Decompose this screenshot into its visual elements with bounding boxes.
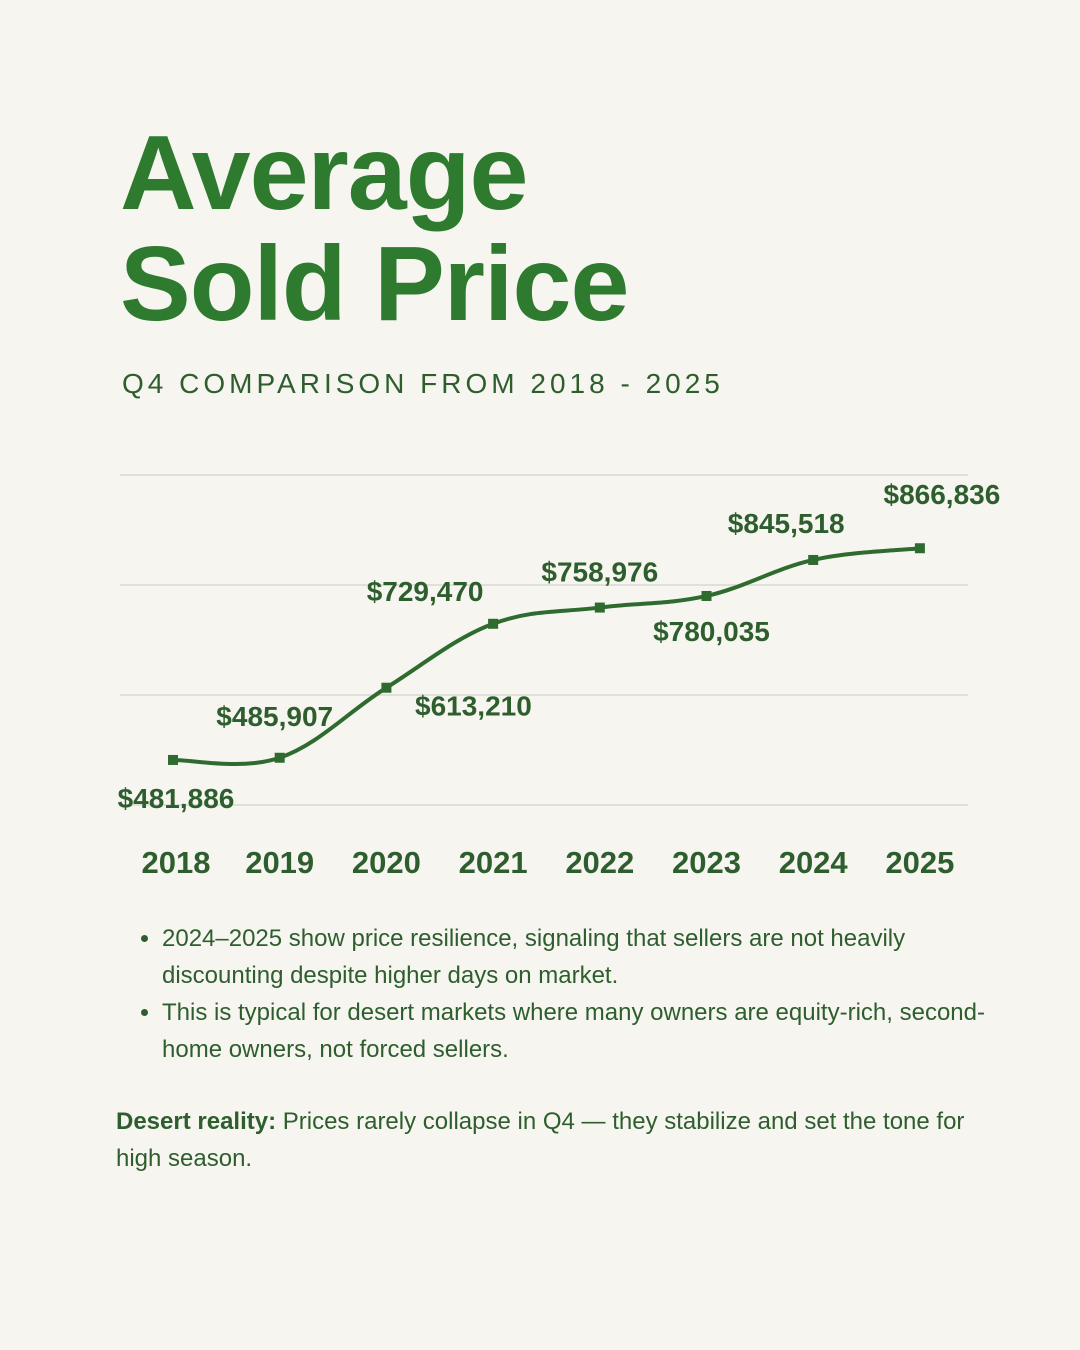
series-line	[171, 546, 922, 767]
chart-x-ticks: 2018 2019 2020 2021 2022 2023 2024 2025	[142, 845, 955, 880]
x-tick-2025: 2025	[885, 845, 954, 880]
line-chart: $481,886 $485,907 $613,210 $729,470 $758,976…	[118, 474, 1001, 880]
data-point-2025	[914, 543, 925, 554]
data-point-2019	[274, 752, 285, 763]
title-line-1: Average	[120, 114, 528, 232]
data-label-2020: $613,210	[415, 691, 532, 722]
data-label-2019: $485,907	[216, 701, 333, 732]
data-point-2024	[808, 554, 819, 565]
data-label-2023: $780,035	[653, 616, 770, 647]
insight-item: This is typical for desert markets where…	[162, 994, 992, 1068]
page-subtitle: Q4 COMPARISON FROM 2018 - 2025	[122, 368, 724, 399]
x-tick-2023: 2023	[672, 845, 741, 880]
insight-item: 2024–2025 show price resilience, signali…	[162, 920, 992, 994]
x-tick-2022: 2022	[565, 845, 634, 880]
chart-data-labels: $481,886 $485,907 $613,210 $729,470 $758,976…	[118, 479, 1001, 814]
insight-list: 2024–2025 show price resilience, signali…	[126, 920, 992, 1068]
data-label-2021: $729,470	[367, 576, 484, 607]
note-text: Prices rarely collapse in Q4 — they stab…	[116, 1108, 965, 1172]
x-tick-2018: 2018	[142, 845, 211, 880]
note-label: Desert reality:	[116, 1108, 277, 1135]
page-title: Average Sold Price	[120, 114, 629, 343]
title-line-2: Sold Price	[120, 225, 629, 343]
x-tick-2019: 2019	[245, 845, 314, 880]
data-label-2018: $481,886	[118, 783, 235, 814]
data-point-2023	[701, 590, 712, 601]
x-tick-2024: 2024	[779, 845, 849, 880]
data-label-2025: $866,836	[884, 479, 1001, 510]
data-label-2022: $758,976	[541, 557, 658, 588]
chart-points	[168, 543, 925, 765]
data-point-2022	[594, 602, 605, 613]
desert-reality-note: Desert reality: Prices rarely collapse i…	[116, 1103, 976, 1177]
data-point-2020	[381, 682, 392, 693]
chart-gridlines	[120, 474, 968, 806]
data-label-2024: $845,518	[728, 508, 845, 539]
data-point-2018	[168, 754, 178, 765]
x-tick-2021: 2021	[459, 845, 528, 880]
x-tick-2020: 2020	[352, 845, 421, 880]
data-point-2021	[488, 618, 499, 629]
